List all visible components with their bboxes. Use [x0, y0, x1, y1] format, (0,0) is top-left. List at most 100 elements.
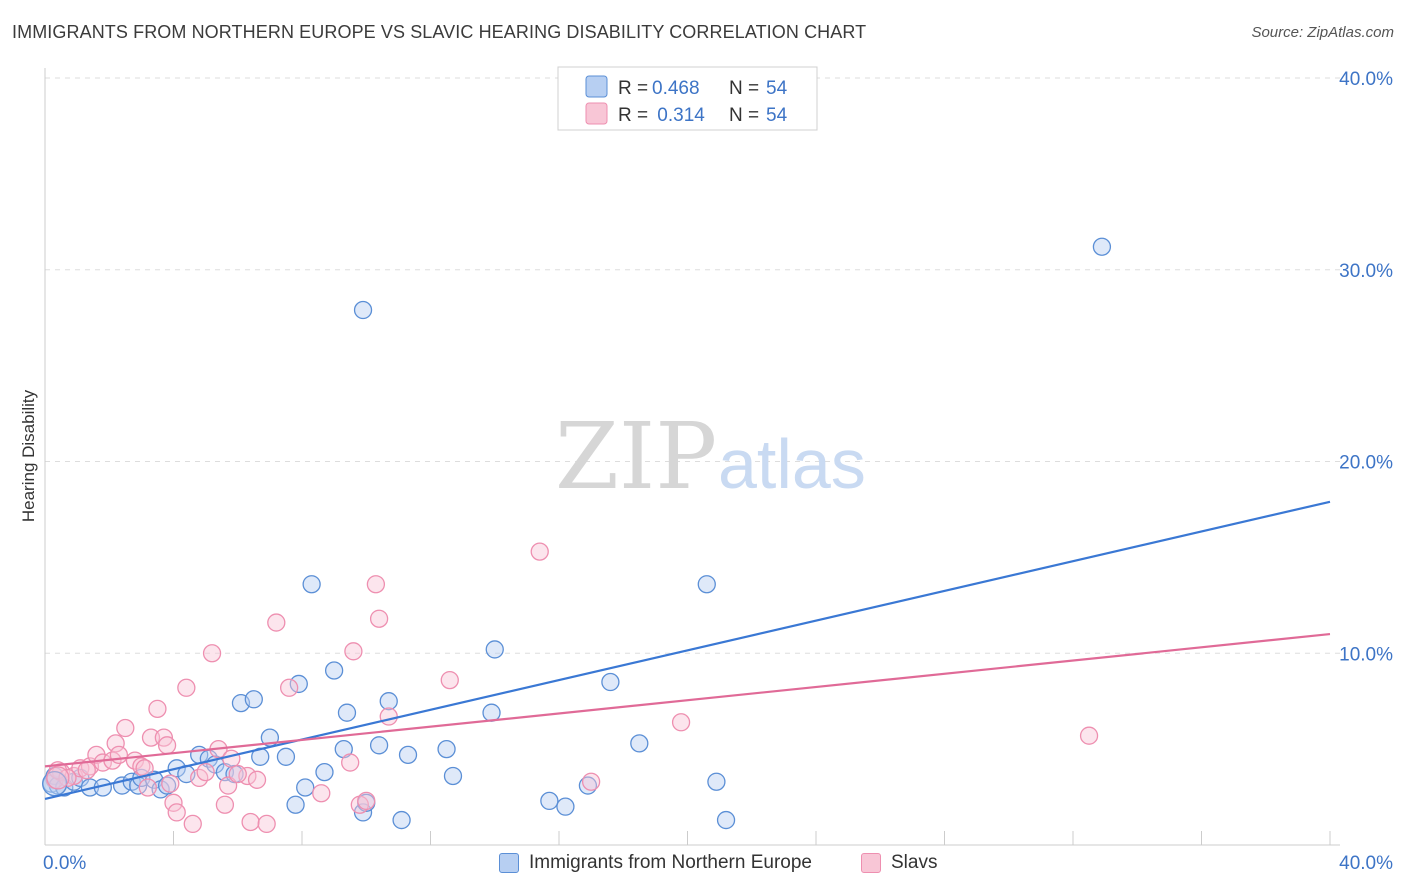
point-slavs [167, 803, 186, 822]
chart-title: IMMIGRANTS FROM NORTHERN EUROPE VS SLAVI… [12, 22, 867, 42]
x-tick-label-max: 40.0% [1339, 853, 1393, 874]
watermark: ZIP atlas [555, 403, 866, 510]
point-slavs [357, 791, 376, 811]
point-northern-europe [157, 776, 177, 795]
point-slavs [132, 757, 151, 776]
point-northern-europe [315, 762, 334, 782]
legend-n-label-1: N = [729, 78, 759, 99]
trend-line-northern-europe [44, 500, 1331, 801]
y-tick-label: 20.0% [1339, 453, 1393, 474]
point-slavs [366, 575, 386, 594]
point-slavs [267, 613, 286, 632]
point-northern-europe [296, 778, 315, 797]
point-slavs [312, 784, 331, 803]
point-slavs [222, 749, 241, 768]
y-tick-label: 40.0% [1339, 69, 1393, 90]
point-northern-europe [540, 791, 559, 811]
legend-r-label-2: R = [618, 105, 648, 126]
point-northern-europe [276, 747, 296, 766]
source-credit: Source: ZipAtlas.com [1251, 24, 1394, 41]
trend-lines [44, 500, 1331, 801]
x-tick-label-min: 0.0% [43, 853, 86, 874]
point-northern-europe [392, 810, 411, 830]
series-legend: Immigrants from Northern Europe Slavs [0, 852, 1406, 880]
point-slavs [379, 707, 398, 726]
point-northern-europe [324, 661, 344, 680]
point-slavs [106, 734, 125, 753]
tick-labels: 10.0% 20.0% 30.0% 40.0% 0.0% 40.0% [43, 69, 1393, 874]
point-slavs [581, 772, 601, 791]
legend-n-label-2: N = [729, 105, 759, 126]
point-northern-europe [1092, 237, 1112, 256]
point-slavs [247, 770, 267, 789]
point-northern-europe [601, 672, 620, 692]
y-tick-label: 10.0% [1339, 644, 1393, 665]
point-slavs [257, 814, 276, 834]
point-slavs [671, 713, 691, 732]
point-northern-europe [286, 795, 305, 814]
legend-n-value-2: 54 [766, 105, 788, 126]
point-northern-europe [302, 575, 321, 594]
point-slavs [148, 699, 167, 719]
point-northern-europe [630, 734, 649, 753]
y-axis-label: Hearing Disability [19, 389, 38, 522]
point-slavs [157, 736, 177, 755]
trend-line-slavs [44, 632, 1331, 768]
point-slavs [109, 745, 129, 765]
legend-r-label-1: R = [618, 78, 648, 99]
point-slavs [116, 718, 135, 738]
point-slavs [164, 793, 183, 812]
point-slavs [161, 774, 180, 793]
legend-label-slavs: Slavs [891, 852, 938, 873]
point-northern-europe [697, 575, 716, 594]
legend-item-slavs: Slavs [861, 852, 937, 874]
y-tick-label: 30.0% [1339, 261, 1393, 282]
legend-swatch-slavs [861, 853, 881, 873]
point-northern-europe [482, 703, 501, 722]
point-northern-europe [716, 810, 736, 830]
correlation-legend: R = 0.468 N = 54 R = 0.314 N = 54 [557, 66, 818, 131]
point-northern-europe [379, 692, 398, 711]
legend-label-northern-europe: Immigrants from Northern Europe [529, 852, 812, 873]
point-slavs [196, 762, 215, 782]
legend-n-value-1: 54 [766, 78, 788, 99]
point-slavs [241, 812, 260, 832]
point-northern-europe [353, 300, 373, 320]
point-northern-europe [556, 797, 575, 816]
point-slavs [138, 778, 157, 797]
legend-r-value-1: 0.468 [652, 78, 700, 99]
point-slavs [183, 814, 202, 834]
point-slavs [1079, 726, 1099, 745]
point-northern-europe [485, 640, 504, 659]
watermark-atlas: atlas [718, 425, 866, 503]
point-slavs [530, 542, 549, 561]
point-slavs [369, 609, 389, 628]
legend-swatch-pink [585, 102, 608, 125]
point-slavs [279, 678, 299, 697]
point-slavs [202, 644, 222, 663]
point-slavs [177, 678, 196, 697]
point-northern-europe [244, 690, 263, 709]
point-slavs [46, 766, 70, 790]
point-slavs [215, 795, 235, 814]
point-northern-europe [437, 739, 456, 759]
point-slavs [228, 764, 247, 784]
point-northern-europe [398, 745, 418, 765]
point-northern-europe [337, 703, 357, 722]
point-northern-europe [443, 766, 463, 786]
legend-item-northern-europe: Immigrants from Northern Europe [499, 852, 812, 874]
point-slavs [141, 728, 161, 747]
point-slavs [341, 753, 360, 772]
point-slavs [344, 642, 363, 661]
legend-swatch-blue [585, 75, 608, 98]
grid-lines [45, 77, 1340, 654]
point-northern-europe [369, 736, 389, 755]
data-points [41, 237, 1112, 834]
point-northern-europe [707, 772, 726, 791]
point-northern-europe [289, 674, 308, 694]
point-slavs [440, 670, 459, 690]
legend-swatch-northern-europe [499, 853, 519, 873]
watermark-zip: ZIP [555, 403, 717, 510]
legend-r-value-2: 0.314 [652, 105, 705, 126]
